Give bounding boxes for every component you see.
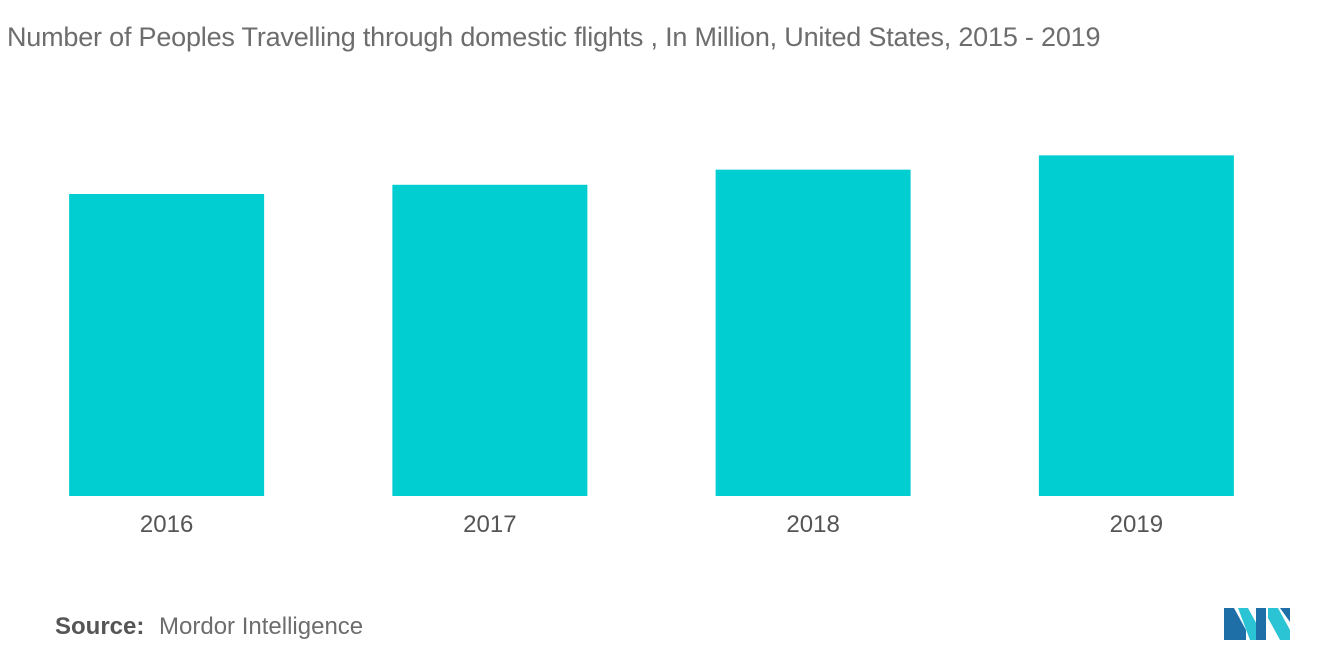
x-tick-label-2016: 2016 — [140, 511, 193, 538]
source-value: Mordor Intelligence — [159, 613, 364, 640]
bar-2018 — [715, 169, 911, 496]
mordor-intelligence-logo-icon — [1224, 608, 1290, 640]
bar-2017 — [392, 184, 588, 496]
bar-chart: 2016 2017 2018 2019 — [69, 155, 1234, 538]
x-tick-label-2018: 2018 — [786, 511, 839, 538]
source-note: Source: Mordor Intelligence — [55, 613, 363, 641]
chart-title: Number of Peoples Travelling through dom… — [7, 22, 1101, 52]
bar-2016 — [69, 194, 265, 496]
bar-group — [69, 155, 1234, 496]
bar-2019 — [1038, 155, 1234, 496]
x-tick-label-2017: 2017 — [463, 511, 516, 538]
x-axis-tick-labels: 2016 2017 2018 2019 — [140, 511, 1163, 538]
x-tick-label-2019: 2019 — [1110, 511, 1163, 538]
source-label: Source: — [55, 613, 145, 640]
